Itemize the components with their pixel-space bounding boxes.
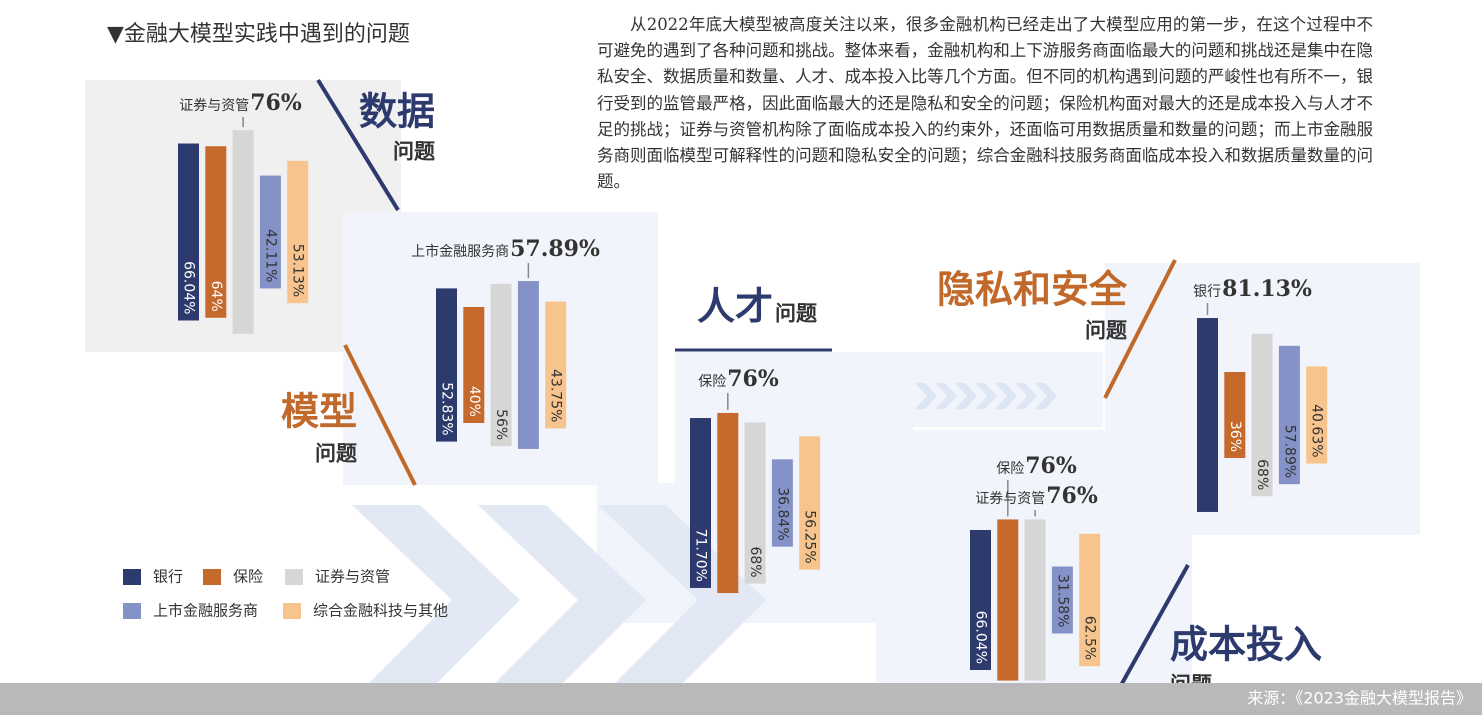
divider [343,344,417,486]
bar [1079,533,1101,667]
chart-subtitle: 问题 [315,441,358,466]
value-label: 40% [466,386,482,417]
bar [463,307,485,423]
chart-title: 人才 [697,284,773,329]
footer-bar [0,683,1482,715]
value-label: 36.84% [774,487,790,540]
bar [1306,366,1328,464]
paragraph: 从2022年底大模型被高度关注以来，很多金融机构已经走出了大模型应用的第一步，在… [597,15,1373,192]
value-label: 68% [1254,459,1270,490]
bar [178,143,199,321]
chart-title: 成本投入 [1170,622,1322,667]
callout-category: 银行 [1193,284,1221,300]
value-label: 42.11% [262,229,278,282]
value-label: 53.13% [290,244,306,297]
value-label: 62.5% [1082,616,1098,660]
bar [490,283,512,447]
divider [1108,564,1190,706]
bar [436,288,457,442]
small-chevrons [915,383,1057,409]
bar [690,418,711,588]
callout-value: 76% [1046,483,1098,509]
bar [1197,318,1218,512]
callout-value: 81.13% [1222,276,1312,302]
callout-category: 证券与资管 [179,98,249,114]
value-label: 31.58% [1054,574,1070,627]
bar [799,436,821,570]
value-label: 64% [208,281,224,312]
bar [970,529,991,671]
legend-label: 综合金融科技与其他 [313,602,448,620]
callout-category: 证券与资管 [975,491,1045,507]
divider [1103,259,1177,399]
legend-label: 银行 [153,568,183,586]
divider [316,78,400,212]
legend-label: 证券与资管 [315,568,390,586]
bar [1251,333,1273,497]
chart-subtitle: 问题 [1085,318,1128,343]
legend-swatch [285,569,303,585]
value-label: 36% [1227,421,1243,452]
bar [545,301,567,429]
bar [997,519,1019,681]
chevrons [352,505,766,700]
callout-value: 57.89% [510,236,600,262]
value-label: 52.83% [439,382,455,435]
bar [771,459,793,547]
bar [1278,345,1300,485]
bar [232,130,254,334]
legend-swatch [123,603,141,619]
value-label: 66.04% [181,261,197,314]
bar [517,281,539,449]
chart-title: 模型 [281,389,357,434]
page-title: ▼金融大模型实践中遇到的问题 [107,22,410,47]
value-label: 71.70% [693,529,709,582]
value-label: 57.89% [1281,425,1297,478]
source: 来源：《2023金融大模型报告》 [1247,689,1472,708]
legend-swatch [283,603,301,619]
value-label: 56% [493,409,509,440]
bar [1051,566,1073,634]
bar [717,412,739,594]
bar [1224,371,1246,459]
bar [744,422,766,584]
chart-title: 隐私和安全 [937,267,1128,312]
bar [205,146,227,318]
value-label: 66.04% [973,611,989,664]
legend-label: 上市金融服务商 [153,602,258,620]
value-label: 56.25% [802,510,818,563]
chart-subtitle: 问题 [393,139,436,164]
callout-value: 76% [727,366,779,392]
callout-value: 76% [250,90,302,116]
value-label: 40.63% [1309,404,1325,457]
legend-swatch [203,569,221,585]
chart-subtitle: 问题 [775,301,818,326]
legend-label: 保险 [233,568,263,586]
value-label: 43.75% [548,369,564,422]
callout-category: 保险 [698,374,726,390]
value-label: 68% [747,546,763,577]
callout-value: 76% [1025,453,1077,479]
chart-title: 数据 [359,89,435,134]
bar [259,175,281,289]
callout-category: 保险 [996,461,1024,477]
bar [287,160,309,304]
legend-swatch [123,569,141,585]
callout-category: 上市金融服务商 [411,243,509,260]
bar [1024,519,1046,681]
